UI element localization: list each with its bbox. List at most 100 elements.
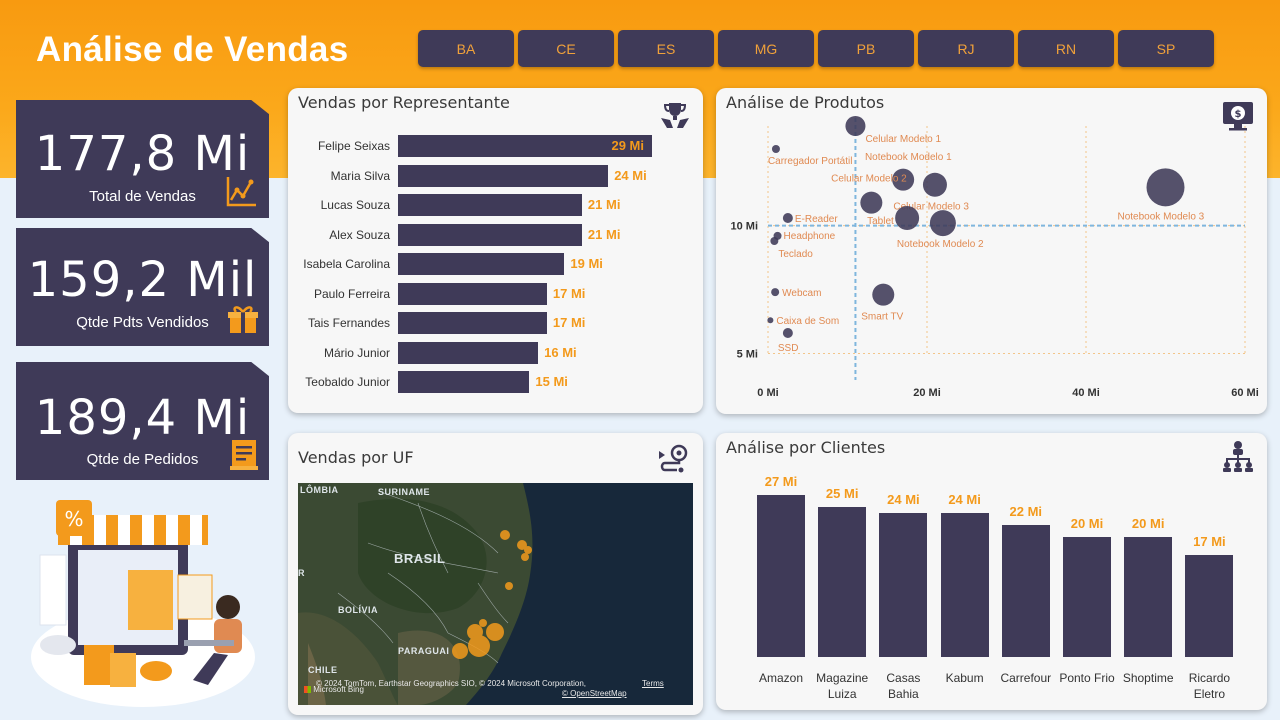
rep-bar[interactable]: 16 Mi xyxy=(398,341,577,364)
map-label: PARAGUAI xyxy=(398,646,450,656)
scatter-point[interactable] xyxy=(771,288,780,297)
map-label: BRASIL xyxy=(394,551,446,566)
rep-bar[interactable]: 21 Mi xyxy=(398,223,620,246)
kpi-label: Qtde Pdts Vendidos xyxy=(76,314,209,331)
client-category-line: Eletro xyxy=(1193,687,1226,701)
client-value-label: 27 Mi xyxy=(764,474,798,489)
client-bar[interactable] xyxy=(757,495,805,657)
scatter-point-label: SSD xyxy=(778,343,799,354)
client-bar[interactable] xyxy=(1185,555,1234,657)
uf-filter-pb[interactable]: PB xyxy=(818,30,914,67)
rep-row[interactable]: Felipe Seixas 29 Mi xyxy=(296,135,652,157)
map-attribution: © 2024 TomTom, Earthstar Geographics SIO… xyxy=(316,679,586,688)
client-category-label: Casas Bahia xyxy=(868,670,938,702)
route-pin-icon xyxy=(657,443,691,480)
rep-row[interactable]: Tais Fernandes 17 Mi xyxy=(296,312,585,334)
brazil-map[interactable]: LÔMBIA SURINAME BRASIL BOLÍVIA PARAGUAI … xyxy=(298,483,693,705)
client-category-label: Ricardo Eletro xyxy=(1174,670,1244,702)
client-value-label: 20 Mi xyxy=(1070,516,1104,531)
kpi-total-vendas: 177,8 Mi Total de Vendas xyxy=(16,100,269,218)
uf-filter-ce[interactable]: CE xyxy=(518,30,614,67)
rep-bar[interactable]: 24 Mi xyxy=(398,164,647,187)
scatter-point[interactable] xyxy=(767,317,774,324)
client-bar-chart: 27 Mi Amazon 25 Mi Magazine Luiza 24 Mi Casas B… xyxy=(716,433,1267,710)
scatter-point-label: Carregador Portátil xyxy=(768,156,852,167)
x-tick-label: 0 Mi xyxy=(757,387,778,399)
rep-bar[interactable]: 15 Mi xyxy=(398,371,568,393)
kpi-label: Qtde de Pedidos xyxy=(86,451,199,468)
rep-row[interactable]: Maria Silva 24 Mi xyxy=(296,164,647,187)
client-bar[interactable] xyxy=(940,513,989,657)
client-category-line: Kabum xyxy=(945,671,984,685)
scatter-point[interactable] xyxy=(771,145,780,153)
scatter-point[interactable] xyxy=(782,213,793,223)
client-bar[interactable] xyxy=(1063,537,1111,657)
client-value-label: 24 Mi xyxy=(887,492,920,507)
rep-row[interactable]: Alex Souza 21 Mi xyxy=(296,223,620,246)
rep-name-label: Mário Junior xyxy=(323,345,390,360)
scatter-point-label: Caixa de Som xyxy=(776,316,839,327)
map-label: LÔMBIA xyxy=(300,485,339,495)
panel-product-analysis: Análise de Produtos $ 0 Mi 20 Mi 40 Mi 60 M… xyxy=(716,88,1267,414)
client-bar[interactable] xyxy=(818,507,867,657)
scatter-point-label: Notebook Modelo 2 xyxy=(897,239,984,250)
svg-text:$: $ xyxy=(1235,109,1242,120)
map-label: SURINAME xyxy=(378,487,431,497)
map-label: CHILE xyxy=(308,665,338,675)
scatter-point-label: Notebook Modelo 1 xyxy=(865,152,952,163)
scatter-point[interactable] xyxy=(872,283,895,306)
client-category-line: Ponto Frio xyxy=(1059,671,1115,685)
rep-row[interactable]: Mário Junior 16 Mi xyxy=(296,341,577,364)
rep-bar[interactable]: 19 Mi xyxy=(398,253,603,275)
uf-filter-rj[interactable]: RJ xyxy=(918,30,1014,67)
client-bar[interactable] xyxy=(1001,525,1050,657)
map-terms-link[interactable]: Terms xyxy=(642,679,664,688)
x-tick-label: 20 Mi xyxy=(913,387,941,399)
uf-filter-sp[interactable]: SP xyxy=(1118,30,1214,67)
panel-title: Análise por Clientes xyxy=(726,438,886,457)
rep-value-label: 17 Mi xyxy=(552,315,586,330)
scatter-point-label: Tablet xyxy=(867,216,894,227)
kpi-value: 177,8 Mi xyxy=(34,126,251,182)
client-value-label: 17 Mi xyxy=(1193,534,1226,549)
map-osm-link[interactable]: © OpenStreetMap xyxy=(562,689,627,698)
client-bar[interactable] xyxy=(879,513,928,657)
client-category-label: Kabum xyxy=(930,670,1000,686)
rep-row[interactable]: Teobaldo Junior 15 Mi xyxy=(296,371,568,393)
client-category-line: Shoptime xyxy=(1122,671,1174,685)
rep-bar[interactable]: 21 Mi xyxy=(398,194,620,216)
product-scatter-chart: 0 Mi 20 Mi 40 Mi 60 Mi 5 Mi 10 Mi Celular Mode… xyxy=(730,116,1259,399)
scatter-point[interactable] xyxy=(929,210,956,237)
scatter-point[interactable] xyxy=(845,116,866,136)
scatter-point-label: Headphone xyxy=(784,231,836,242)
rep-row[interactable]: Paulo Ferreira 17 Mi xyxy=(296,282,585,305)
uf-filter-es[interactable]: ES xyxy=(618,30,714,67)
kpi-value: 189,4 Mi xyxy=(34,390,251,446)
rep-value-label: 21 Mi xyxy=(587,197,621,212)
scatter-point[interactable] xyxy=(922,172,947,197)
scatter-point[interactable] xyxy=(860,191,883,214)
uf-filter-rn[interactable]: RN xyxy=(1018,30,1114,67)
x-tick-label: 60 Mi xyxy=(1231,387,1259,399)
client-category-label: Amazon xyxy=(746,670,816,686)
scatter-point-label: Webcam xyxy=(782,288,821,299)
rep-bar[interactable]: 17 Mi xyxy=(398,282,585,305)
rep-row[interactable]: Lucas Souza 21 Mi xyxy=(296,194,620,216)
uf-filter-ba[interactable]: BA xyxy=(418,30,514,67)
scatter-point-label: Notebook Modelo 3 xyxy=(1118,211,1205,222)
client-category-line: Casas xyxy=(886,671,921,685)
scatter-point[interactable] xyxy=(770,237,779,245)
client-category-line: Ricardo xyxy=(1188,671,1231,685)
uf-filter-slicer: BA CE ES MG PB RJ RN SP xyxy=(418,30,1214,67)
rep-bar[interactable]: 17 Mi xyxy=(398,312,585,334)
scatter-point[interactable] xyxy=(895,206,920,230)
rep-name-label: Alex Souza xyxy=(329,227,390,242)
rep-row[interactable]: Isabela Carolina 19 Mi xyxy=(296,253,603,275)
x-tick-label: 40 Mi xyxy=(1072,387,1100,399)
rep-bar[interactable]: 29 Mi xyxy=(398,135,652,157)
scatter-point[interactable] xyxy=(782,328,793,338)
scatter-point[interactable] xyxy=(892,168,915,191)
client-bar[interactable] xyxy=(1124,537,1173,657)
uf-filter-mg[interactable]: MG xyxy=(718,30,814,67)
scatter-point[interactable] xyxy=(1146,168,1185,207)
